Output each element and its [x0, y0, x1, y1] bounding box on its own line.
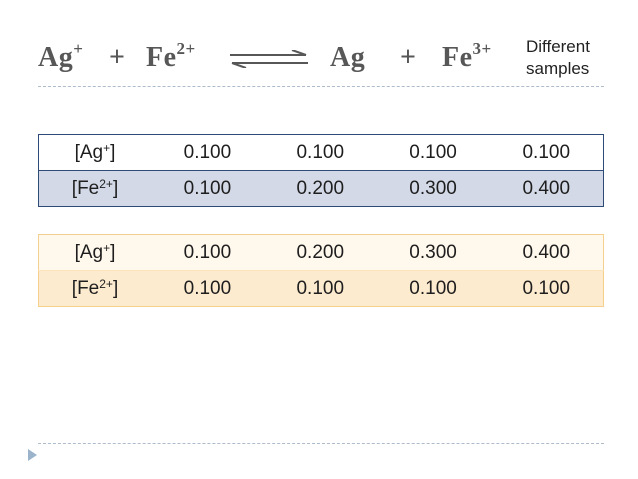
label-charge: 2+ — [99, 176, 113, 191]
reactant-silver-charge: + — [73, 39, 84, 58]
row-label-fe: [Fe2+] — [38, 270, 151, 307]
table-row: [Fe2+] 0.100 0.100 0.100 0.100 — [38, 270, 604, 307]
table-cell: 0.100 — [263, 134, 377, 171]
product-iron-symbol: Fe — [442, 42, 473, 73]
label-symbol: Ag — [79, 241, 104, 263]
table-cell: 0.200 — [263, 234, 377, 271]
equilibrium-arrows-icon — [230, 50, 308, 68]
table-cell: 0.100 — [151, 134, 264, 171]
reactant-silver-ion: Ag+ — [38, 39, 84, 74]
concentration-table-1: [Ag+] 0.100 0.100 0.100 0.100 [Fe2+] 0.1… — [38, 134, 604, 207]
table-cell: 0.200 — [263, 170, 377, 207]
table-cell: 0.100 — [151, 170, 264, 207]
row-label-ag: [Ag+] — [38, 134, 151, 171]
label-charge: 2+ — [99, 276, 113, 291]
concentration-table-2: [Ag+] 0.100 0.200 0.300 0.400 [Fe2+] 0.1… — [38, 234, 604, 307]
table-row: [Ag+] 0.100 0.200 0.300 0.400 — [38, 234, 604, 271]
reactant-iron-symbol: Fe — [146, 42, 177, 73]
note-line-2: samples — [526, 59, 590, 78]
reactant-silver-symbol: Ag — [38, 42, 74, 73]
row-label-fe: [Fe2+] — [38, 170, 151, 207]
table-cell: 0.100 — [151, 234, 264, 271]
plus-sign-2: + — [400, 42, 417, 73]
table-cell: 0.300 — [376, 234, 490, 271]
label-symbol: Fe — [77, 177, 100, 199]
table-cell: 0.100 — [151, 270, 264, 307]
label-charge: + — [103, 140, 111, 155]
table-cell: 0.400 — [489, 234, 604, 271]
table-cell: 0.100 — [489, 270, 604, 307]
top-divider — [38, 86, 604, 87]
table-cell: 0.400 — [489, 170, 604, 207]
reaction-equation: Ag+ + Fe2+ Ag + Fe3+ — [38, 36, 518, 82]
table-cell: 0.100 — [489, 134, 604, 171]
reactant-iron-charge: 2+ — [176, 39, 196, 58]
table-row: [Fe2+] 0.100 0.200 0.300 0.400 — [38, 170, 604, 207]
table-cell: 0.100 — [376, 270, 490, 307]
table-cell: 0.100 — [263, 270, 377, 307]
plus-sign: + — [109, 42, 126, 73]
product-silver: Ag — [330, 42, 366, 73]
label-symbol: Ag — [79, 141, 104, 163]
table-cell: 0.100 — [376, 134, 490, 171]
table-cell: 0.300 — [376, 170, 490, 207]
row-label-ag: [Ag+] — [38, 234, 151, 271]
label-symbol: Fe — [77, 277, 100, 299]
reactant-iron-ion: Fe2+ — [146, 39, 196, 74]
slide-bullet-icon — [28, 449, 37, 461]
note-line-1: Different — [526, 37, 590, 56]
product-iron-charge: 3+ — [472, 39, 492, 58]
label-charge: + — [103, 240, 111, 255]
table-row: [Ag+] 0.100 0.100 0.100 0.100 — [38, 134, 604, 171]
different-samples-note: Different samples — [526, 36, 590, 80]
bottom-divider — [38, 443, 604, 444]
product-iron-ion: Fe3+ — [442, 39, 492, 74]
